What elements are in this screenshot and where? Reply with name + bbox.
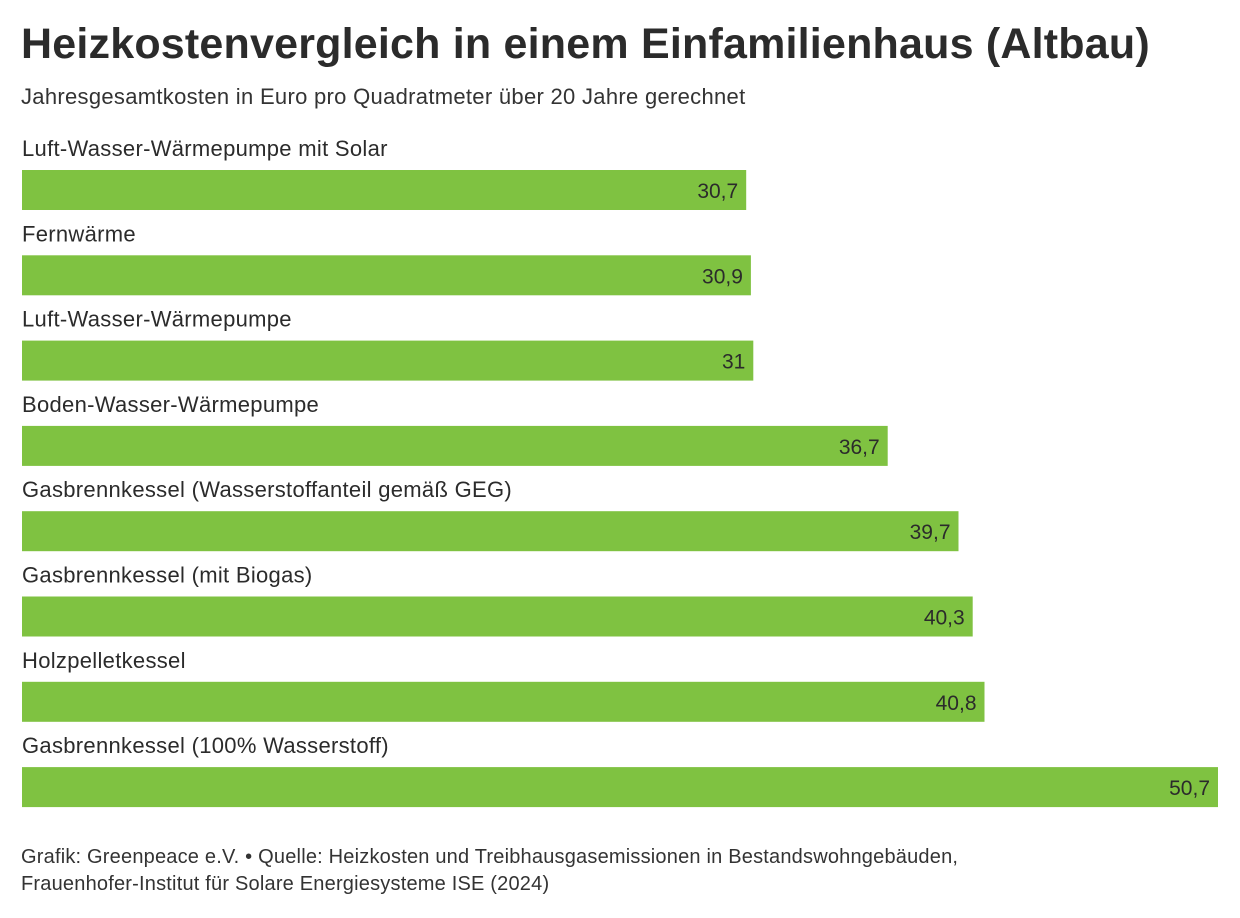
data-label: 36,7 — [839, 436, 880, 459]
category-label: Holzpelletkessel — [22, 648, 186, 673]
category-label: Boden-Wasser-Wärmepumpe — [22, 392, 319, 417]
source-footer: Grafik: Greenpeace e.V. • Quelle: Heizko… — [21, 844, 958, 898]
bar — [22, 170, 747, 210]
data-label: 40,8 — [936, 692, 977, 715]
chart-subtitle: Jahresgesamtkosten in Euro pro Quadratme… — [21, 84, 746, 109]
bar — [22, 255, 751, 296]
bar — [22, 767, 1218, 808]
chart-title: Heizkostenvergleich in einem Einfamilien… — [21, 20, 1150, 68]
category-label: Gasbrennkessel (100% Wasserstoff) — [22, 733, 389, 758]
category-label: Fernwärme — [22, 221, 136, 246]
bar — [22, 511, 959, 552]
category-label: Gasbrennkessel (mit Biogas) — [22, 563, 313, 588]
data-label: 40,3 — [924, 607, 965, 630]
data-label: 30,7 — [697, 180, 738, 203]
category-label: Luft-Wasser-Wärmepumpe — [22, 307, 292, 332]
data-label: 30,9 — [702, 265, 743, 288]
data-label: 50,7 — [1169, 777, 1210, 800]
source-line-2: Frauenhofer-Institut für Solare Energies… — [21, 873, 550, 895]
category-label: Luft-Wasser-Wärmepumpe mit Solar — [22, 136, 388, 161]
data-label: 39,7 — [910, 521, 951, 544]
source-line-1: Grafik: Greenpeace e.V. • Quelle: Heizko… — [21, 846, 959, 868]
bar — [22, 681, 985, 722]
bar — [22, 596, 973, 637]
bar — [22, 340, 754, 381]
data-label: 31 — [722, 351, 745, 374]
bar — [22, 425, 888, 466]
category-label: Gasbrennkessel (Wasserstoffanteil gemäß … — [22, 477, 512, 502]
